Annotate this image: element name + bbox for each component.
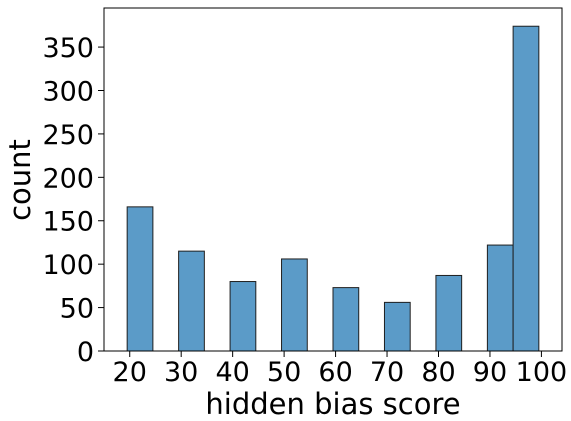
x-axis-label: hidden bias score <box>205 387 460 421</box>
histogram-bar-8 <box>512 25 540 352</box>
y-tick-label: 100 <box>42 250 94 281</box>
x-tick-label: 70 <box>370 357 404 388</box>
y-tick-label: 50 <box>60 294 94 325</box>
y-tick-label: 200 <box>42 163 94 194</box>
bars-group <box>126 25 540 352</box>
x-tick-label: 50 <box>267 357 301 388</box>
plot-frame <box>103 7 563 352</box>
y-tick-label: 350 <box>42 33 94 64</box>
histogram-bar-3 <box>281 258 308 352</box>
histogram-bar-0 <box>126 206 154 352</box>
histogram-bar-7 <box>486 244 514 352</box>
histogram-bar-2 <box>229 281 257 352</box>
histogram-bar-1 <box>178 250 205 352</box>
x-tick-label: 90 <box>473 357 507 388</box>
y-tick-label: 250 <box>42 120 94 151</box>
y-tick-label: 0 <box>77 337 94 368</box>
x-tick-label: 80 <box>421 357 455 388</box>
y-axis-ticks: 0 50 100 150 200 250 300 350 <box>42 33 104 368</box>
x-tick-label: 40 <box>215 357 249 388</box>
y-tick-label: 150 <box>42 207 94 238</box>
y-axis-label: count <box>3 139 37 221</box>
x-axis-ticks: 20 30 40 50 60 70 80 90 100 <box>113 351 568 388</box>
histogram-bar-4 <box>332 287 360 352</box>
y-tick-label: 300 <box>42 76 94 107</box>
x-tick-label: 100 <box>516 357 568 388</box>
histogram-bar-6 <box>435 274 463 352</box>
x-tick-label: 60 <box>318 357 352 388</box>
x-tick-label: 30 <box>164 357 198 388</box>
histogram-bar-5 <box>383 301 411 352</box>
x-tick-label: 20 <box>113 357 147 388</box>
